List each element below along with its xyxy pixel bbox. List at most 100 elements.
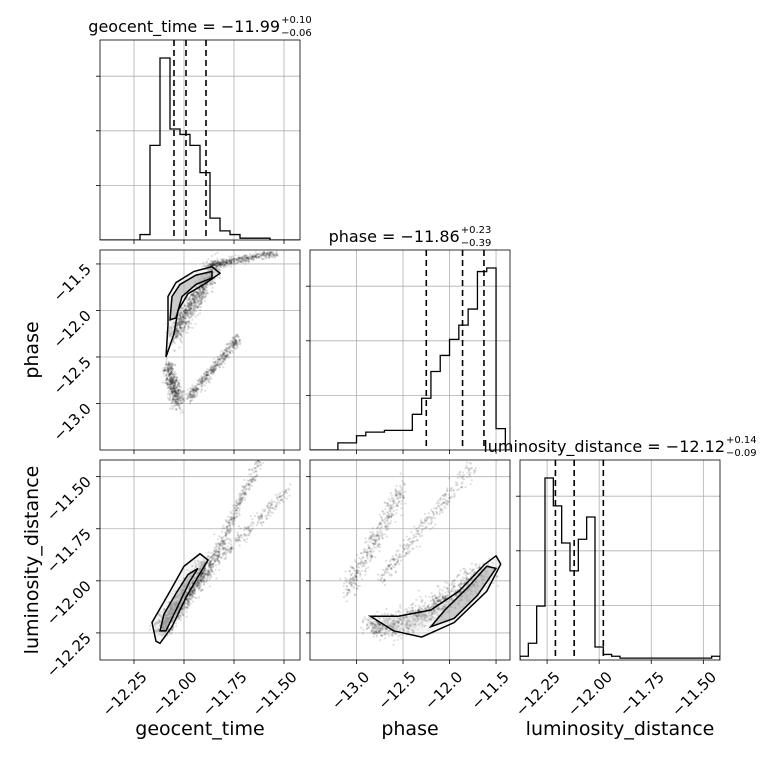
sample-point	[198, 378, 200, 380]
sample-point	[194, 304, 196, 306]
ytick-label-phase: −12.5	[50, 353, 95, 398]
sample-point	[210, 574, 212, 576]
sample-point	[202, 289, 204, 291]
sample-point	[173, 387, 175, 389]
sample-point	[374, 623, 376, 625]
sample-point	[171, 632, 173, 634]
sample-point	[168, 375, 170, 377]
sample-point	[200, 580, 202, 582]
sample-point	[189, 395, 191, 397]
sample-point	[221, 531, 223, 533]
sample-point	[203, 293, 205, 295]
sample-point	[227, 529, 229, 531]
sample-point	[222, 553, 224, 555]
sample-point	[458, 583, 460, 585]
sample-point	[239, 499, 241, 501]
sample-point	[207, 551, 209, 553]
sample-point	[213, 557, 215, 559]
scatter-clip	[339, 461, 501, 645]
sample-point	[191, 293, 193, 295]
sample-point	[196, 395, 198, 397]
scatter-clip	[149, 455, 292, 643]
sample-point	[289, 483, 291, 485]
sample-point	[249, 253, 251, 255]
sample-point	[238, 259, 240, 261]
sample-point	[282, 491, 284, 493]
sample-point	[197, 314, 199, 316]
sample-point	[189, 296, 191, 298]
sample-point	[216, 263, 218, 265]
sample-point	[149, 628, 151, 630]
sample-point	[242, 496, 244, 498]
sample-point	[197, 384, 199, 386]
sample-point	[214, 361, 216, 363]
sample-point	[204, 296, 206, 298]
title-plus-phase: +0.23	[461, 225, 492, 236]
sample-point	[415, 599, 417, 601]
sample-point	[193, 307, 195, 309]
sample-point	[224, 261, 226, 263]
sample-point	[201, 578, 203, 580]
sample-point	[258, 460, 260, 462]
sample-point	[190, 302, 192, 304]
sample-point	[200, 294, 202, 296]
sample-point	[218, 364, 220, 366]
sample-point	[171, 405, 173, 407]
sample-point	[205, 286, 207, 288]
sample-point	[253, 472, 255, 474]
sample-point	[282, 501, 284, 503]
sample-point	[194, 323, 196, 325]
sample-point	[266, 253, 268, 255]
sample-point	[198, 587, 200, 589]
sample-point	[478, 564, 480, 566]
sample-point	[224, 352, 226, 354]
sample-point	[167, 370, 169, 372]
sample-point	[202, 262, 204, 264]
sample-point	[168, 391, 170, 393]
sample-point	[266, 514, 268, 516]
sample-point	[192, 293, 194, 295]
sample-point	[238, 536, 240, 538]
sample-point	[204, 377, 206, 379]
sample-point	[245, 254, 247, 256]
sample-point	[168, 361, 170, 363]
sample-point	[214, 561, 216, 563]
sample-point	[267, 511, 269, 513]
sample-point	[242, 258, 244, 260]
sample-point	[261, 457, 263, 459]
sample-point	[191, 312, 193, 314]
sample-point	[188, 322, 190, 324]
sample-point	[257, 521, 259, 523]
sample-point	[209, 382, 211, 384]
sample-point	[184, 316, 186, 318]
sample-point	[288, 489, 290, 491]
sample-point	[192, 298, 194, 300]
sample-point	[239, 495, 241, 497]
sample-point	[200, 383, 202, 385]
title-plus-geocent_time: +0.10	[281, 15, 312, 26]
sample-point	[175, 376, 177, 378]
sample-point	[271, 507, 273, 509]
sample-point	[238, 493, 240, 495]
sample-point	[196, 306, 198, 308]
sample-point	[202, 383, 204, 385]
sample-point	[233, 344, 235, 346]
sample-point	[183, 327, 185, 329]
sample-point	[196, 379, 198, 381]
sample-point	[162, 369, 164, 371]
sample-point	[225, 258, 227, 260]
sample-point	[400, 637, 402, 639]
sample-point	[263, 252, 265, 254]
sample-point	[193, 389, 195, 391]
sample-point	[365, 618, 367, 620]
sample-point	[199, 309, 201, 311]
sample-point	[209, 376, 211, 378]
sample-point	[228, 532, 230, 534]
sample-point	[381, 631, 383, 633]
sample-point	[226, 552, 228, 554]
sample-point	[249, 469, 251, 471]
sample-point	[257, 465, 259, 467]
sample-point	[219, 366, 221, 368]
sample-point	[244, 492, 246, 494]
sample-point	[236, 262, 238, 264]
